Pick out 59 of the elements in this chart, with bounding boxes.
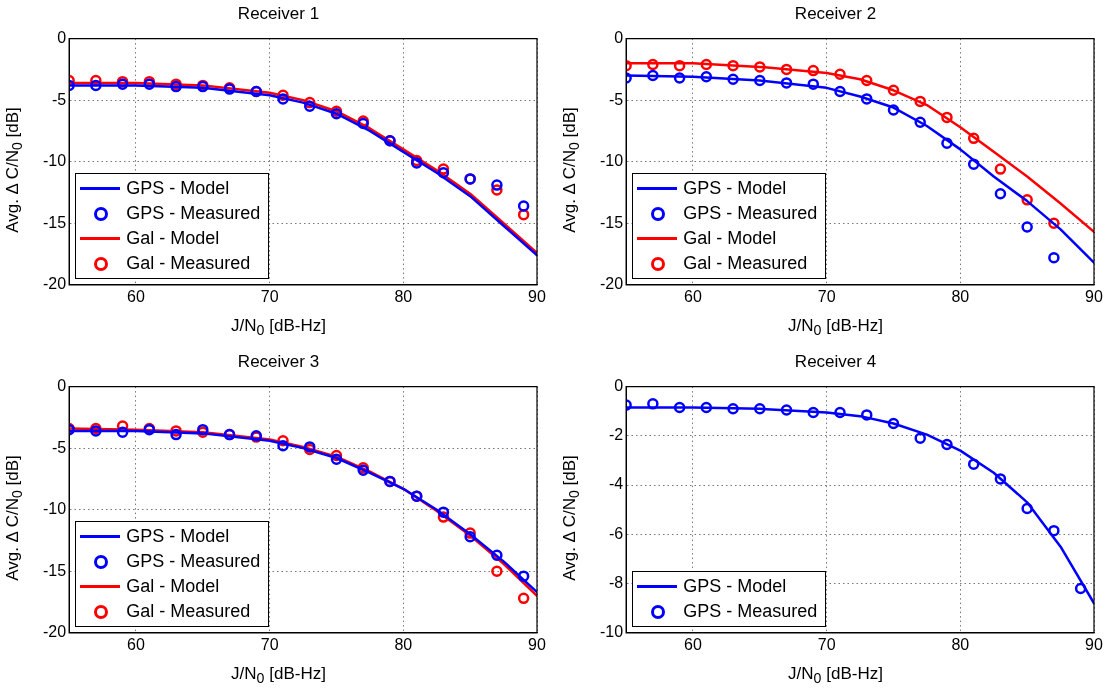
legend-label: GPS - Model [683,574,787,598]
chart-title: Receiver 1 [236,4,321,24]
x-tick-label: 90 [1085,635,1103,653]
x-tick-label: 60 [684,635,702,653]
x-tick-label: 90 [528,635,546,653]
y-tick-label: -20 [600,275,624,293]
y-tick-label: -15 [600,213,624,231]
y-tick-label: -10 [600,623,624,641]
y-tick-label: -8 [608,573,624,591]
y-tick-label: -4 [608,475,624,493]
x-tick-label: 80 [394,635,413,653]
x-tick-label: 60 [127,287,145,305]
legend-label: GPS - Model [126,176,230,200]
legend-label: Gal - Measured [126,599,251,623]
y-tick-label: -5 [51,90,67,108]
x-tick-label: 70 [260,287,279,305]
legend-label: GPS - Model [126,524,230,548]
x-tick-label: 60 [684,287,702,305]
y-tick-label: 0 [614,29,624,47]
x-axis-title: J/N$_{0}$ [dB-Hz] [787,316,884,339]
legend-label: GPS - Measured [126,549,261,573]
y-tick-label: -5 [51,438,67,456]
y-tick-label: -20 [43,623,67,641]
y-tick-label: -15 [43,213,67,231]
y-tick-label: 0 [57,29,67,47]
legend-label: Gal - Model [126,574,220,598]
y-tick-label: -10 [43,500,67,518]
chart-title: Receiver 2 [793,4,878,24]
legend-label: GPS - Measured [683,599,818,623]
y-tick-label: -5 [608,90,624,108]
x-tick-label: 70 [260,635,279,653]
y-tick-label: 0 [614,377,624,395]
y-tick-label: -2 [608,426,624,444]
legend-label: Gal - Model [126,226,220,250]
x-axis-title: J/N$_{0}$ [dB-Hz] [230,316,327,339]
x-tick-label: 70 [817,287,836,305]
x-tick-label: 90 [1085,287,1103,305]
y-tick-label: -10 [43,152,67,170]
legend-label: Gal - Model [683,226,777,250]
legend-label: GPS - Model [683,176,787,200]
y-tick-label: -20 [43,275,67,293]
y-tick-label: 0 [57,377,67,395]
x-tick-label: 80 [394,287,413,305]
chart-title: Receiver 4 [793,352,878,372]
legend-label: Gal - Measured [126,251,251,275]
x-tick-label: 90 [528,287,546,305]
x-axis-title: J/N$_{0}$ [dB-Hz] [787,664,884,687]
legend-label: Gal - Measured [683,251,808,275]
x-tick-label: 80 [951,635,970,653]
legend-label: GPS - Measured [126,201,261,225]
x-tick-label: 80 [951,287,970,305]
x-axis-title: J/N$_{0}$ [dB-Hz] [230,664,327,687]
y-tick-label: -15 [43,561,67,579]
y-tick-label: -6 [608,524,624,542]
legend-label: GPS - Measured [683,201,818,225]
y-tick-label: -10 [600,152,624,170]
x-tick-label: 60 [127,635,145,653]
chart-title: Receiver 3 [236,352,321,372]
x-tick-label: 70 [817,635,836,653]
